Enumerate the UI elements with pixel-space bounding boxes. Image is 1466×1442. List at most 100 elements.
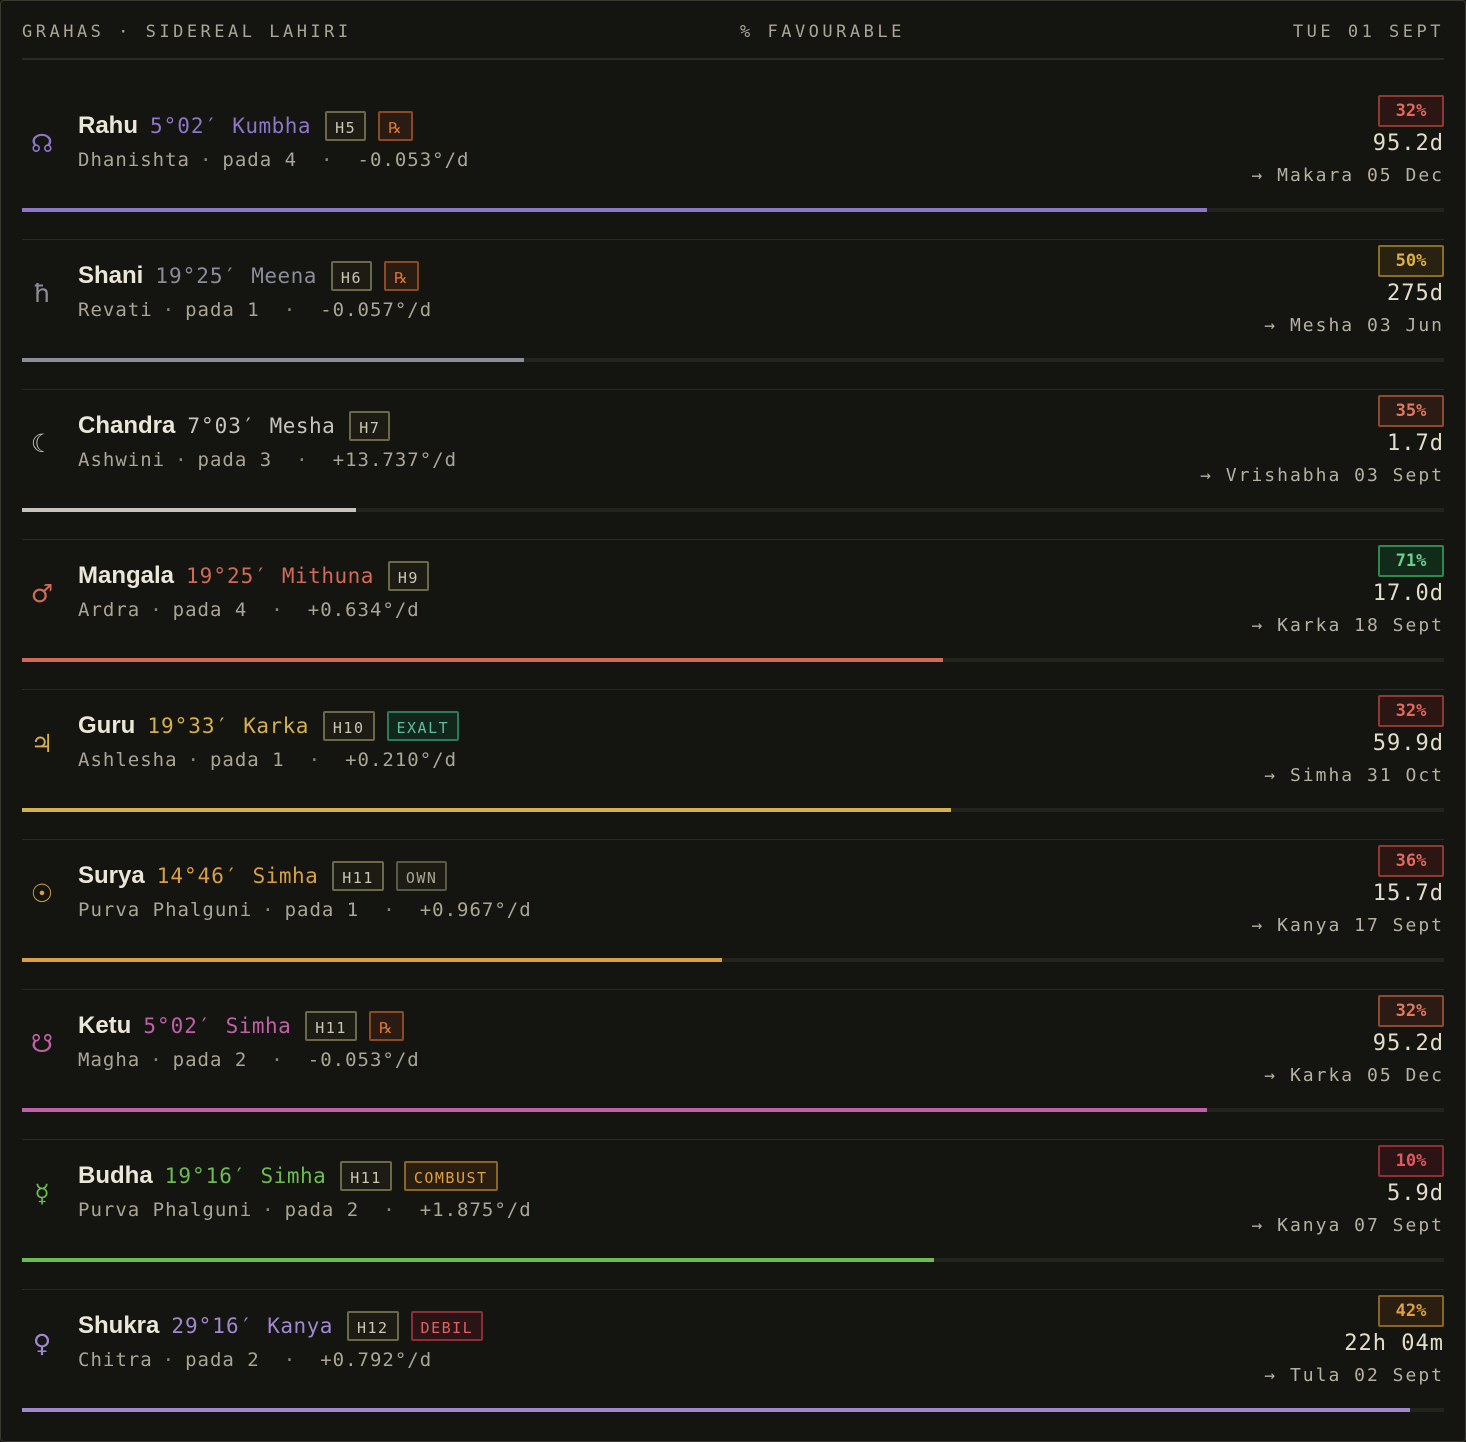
- graha-sign: Kanya: [267, 1314, 333, 1338]
- chandra-icon: ☾: [30, 429, 54, 458]
- next-sign-transit: → Simha 31 Oct: [1264, 765, 1444, 786]
- ketu-icon: ☋: [30, 1029, 54, 1058]
- house-badge: H10: [322, 711, 375, 741]
- separator-dot: ·: [150, 1049, 163, 1071]
- graha-degree: 19°33′: [147, 714, 230, 738]
- budha-icon: ☿: [34, 1179, 50, 1208]
- graha-row-rahu[interactable]: ☊ Rahu 5°02′ Kumbha H5 ℞ Dhanishta · pada 4 · -0.0…: [22, 75, 1444, 240]
- graha-name: Shukra: [78, 1312, 160, 1339]
- next-sign-transit: → Kanya 17 Sept: [1251, 915, 1444, 936]
- transit-duration: 15.7d: [1372, 881, 1444, 906]
- speed-value: +1.875°/d: [419, 1199, 532, 1221]
- graha-sign: Mithuna: [281, 564, 374, 588]
- speed-value: +0.210°/d: [345, 749, 458, 771]
- favourable-percent-badge: 32%: [1378, 995, 1444, 1027]
- graha-degree: 5°02′: [150, 114, 219, 138]
- graha-row-budha[interactable]: ☿ Budha 19°16′ Simha H11 COMBUST Purva Phalgun…: [22, 1125, 1444, 1290]
- separator-dot: ·: [271, 1049, 284, 1071]
- next-sign-transit: → Makara 05 Dec: [1251, 165, 1444, 186]
- header-divider: [22, 58, 1444, 60]
- house-badge: H11: [332, 861, 384, 891]
- graha-sign: Karka: [243, 714, 309, 738]
- shukra-icon: ♀: [32, 1329, 52, 1358]
- next-sign-transit: → Vrishabha 03 Sept: [1200, 465, 1444, 486]
- graha-position-line: Rahu 5°02′ Kumbha H5 ℞: [78, 109, 425, 143]
- next-sign-transit: → Mesha 03 Jun: [1264, 315, 1444, 336]
- transit-progress-fill: [22, 658, 944, 662]
- header-column-label: % FAVOURABLE: [740, 22, 905, 42]
- pada-value: pada 1: [185, 299, 260, 321]
- graha-name: Chandra: [78, 412, 176, 439]
- transit-progress-track: [22, 1108, 1444, 1112]
- status-badge: ℞: [383, 261, 419, 291]
- transit-progress-track: [22, 208, 1444, 212]
- separator-dot: ·: [296, 449, 309, 471]
- pada-value: pada 4: [222, 149, 298, 171]
- nakshatra-name: Chitra: [78, 1349, 153, 1371]
- speed-value: +0.792°/d: [320, 1349, 433, 1371]
- status-badge: ℞: [378, 111, 414, 141]
- next-sign-transit: → Karka 18 Sept: [1251, 615, 1444, 636]
- transit-duration: 59.9d: [1372, 731, 1444, 756]
- nakshatra-line: Purva Phalguni · pada 1 · +0.967°/d: [78, 899, 532, 921]
- pada-value: pada 2: [284, 1199, 360, 1221]
- graha-row-chandra[interactable]: ☾ Chandra 7°03′ Mesha H7 Ashwini · pada 3 · +13.7…: [22, 375, 1444, 540]
- guru-icon: ♃: [30, 729, 54, 758]
- transit-duration: 5.9d: [1387, 1181, 1444, 1206]
- separator-dot: ·: [271, 599, 284, 621]
- transit-progress-track: [22, 958, 1444, 962]
- graha-name: Rahu: [78, 112, 138, 139]
- panel-header: GRAHAS · SIDEREAL LAHIRI % FAVOURABLE TU…: [22, 22, 1444, 46]
- nakshatra-name: Magha: [78, 1049, 141, 1071]
- graha-degree: 7°03′: [187, 414, 256, 438]
- row-divider: [22, 539, 1444, 540]
- separator-dot: ·: [283, 1349, 297, 1371]
- row-divider: [22, 389, 1444, 390]
- graha-name: Guru: [78, 712, 136, 739]
- graha-name: Shani: [78, 262, 144, 289]
- transit-duration: 95.2d: [1372, 131, 1444, 156]
- transit-progress-track: [22, 658, 1444, 662]
- separator-dot: ·: [283, 299, 297, 321]
- rahu-icon: ☊: [30, 129, 54, 158]
- house-badge: H12: [346, 1311, 399, 1341]
- favourable-percent-badge: 35%: [1378, 395, 1444, 427]
- row-divider: [22, 1289, 1444, 1290]
- separator-dot: ·: [175, 449, 188, 471]
- speed-value: +0.967°/d: [419, 899, 532, 921]
- house-badge: H11: [340, 1161, 392, 1191]
- favourable-percent-badge: 50%: [1378, 245, 1444, 277]
- row-divider: [22, 989, 1444, 990]
- graha-row-shani[interactable]: ħ Shani 19°25′ Meena H6 ℞ Revati · pada 1 · -0.057…: [22, 225, 1444, 390]
- nakshatra-name: Ardra: [78, 599, 141, 621]
- transit-duration: 22h 04m: [1344, 1331, 1444, 1356]
- favourable-percent-badge: 32%: [1378, 695, 1444, 727]
- status-badge: ℞: [368, 1011, 404, 1041]
- graha-degree: 19°16′: [164, 1164, 247, 1188]
- separator-dot: ·: [162, 1349, 176, 1371]
- favourable-percent-badge: 36%: [1378, 845, 1444, 877]
- graha-sign: Simha: [225, 1014, 292, 1038]
- header-title: GRAHAS · SIDEREAL LAHIRI: [22, 22, 352, 42]
- nakshatra-line: Revati · pada 1 · -0.057°/d: [78, 299, 432, 321]
- graha-row-surya[interactable]: ☉ Surya 14°46′ Simha H11 OWN Purva Phalguni · pa…: [22, 825, 1444, 990]
- graha-name: Mangala: [78, 562, 175, 589]
- pada-value: pada 2: [185, 1349, 260, 1371]
- nakshatra-name: Ashwini: [78, 449, 166, 471]
- transit-duration: 1.7d: [1387, 431, 1444, 456]
- graha-row-ketu[interactable]: ☋ Ketu 5°02′ Simha H11 ℞ Magha · pada 2 · -0.053°/…: [22, 975, 1444, 1140]
- transit-progress-track: [22, 1258, 1444, 1262]
- transit-progress-fill: [22, 508, 357, 512]
- graha-degree: 29°16′: [171, 1314, 254, 1338]
- graha-position-line: Budha 19°16′ Simha H11 COMBUST: [78, 1159, 510, 1193]
- graha-row-guru[interactable]: ♃ Guru 19°33′ Karka H10 EXALT Ashlesha · pada 1 ·…: [22, 675, 1444, 840]
- next-sign-transit: → Tula 02 Sept: [1264, 1365, 1444, 1386]
- transit-duration: 17.0d: [1372, 581, 1444, 606]
- graha-position-line: Shukra 29°16′ Kanya H12 DEBIL: [78, 1309, 495, 1343]
- graha-row-mangala[interactable]: ♂ Mangala 19°25′ Mithuna H9 Ardra · pada 4 · +0.6…: [22, 525, 1444, 690]
- favourable-percent-badge: 10%: [1378, 1145, 1444, 1177]
- nakshatra-line: Ardra · pada 4 · +0.634°/d: [78, 599, 420, 621]
- graha-sign: Kumbha: [232, 114, 312, 138]
- transit-progress-fill: [22, 358, 524, 362]
- graha-row-shukra[interactable]: ♀ Shukra 29°16′ Kanya H12 DEBIL Chitra · pada 2 ·…: [22, 1275, 1444, 1425]
